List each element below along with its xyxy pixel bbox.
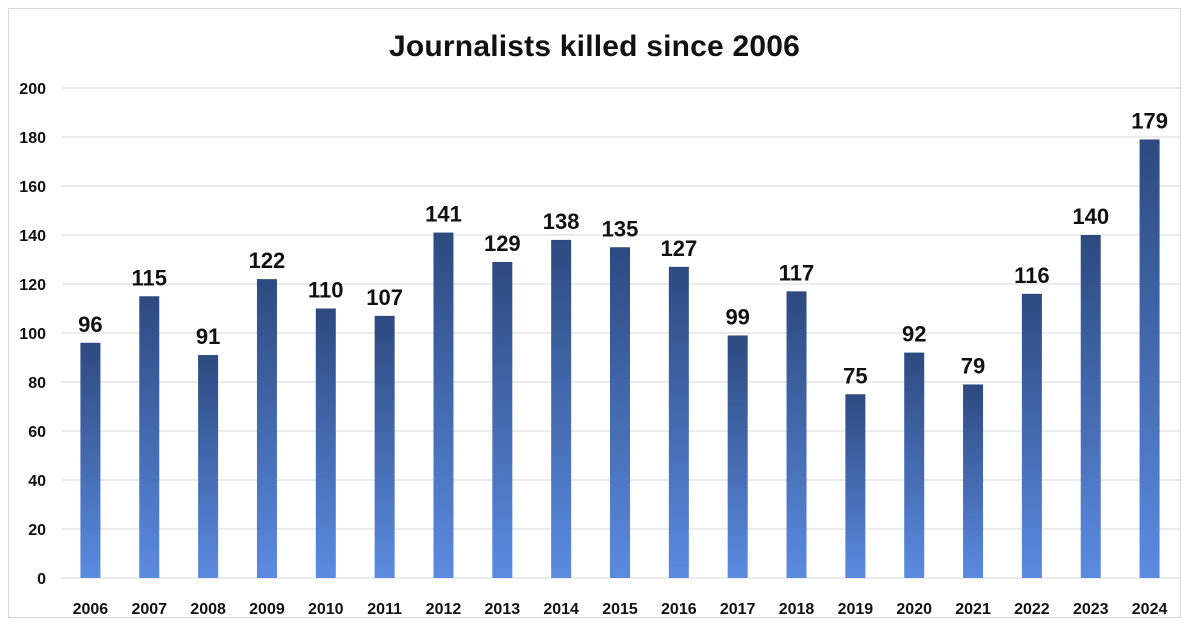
x-tick-label: 2017	[720, 601, 756, 618]
y-tick-label: 60	[28, 424, 46, 441]
x-tick-label: 2008	[190, 601, 226, 618]
bar	[1021, 293, 1042, 578]
y-tick-label: 20	[28, 522, 46, 539]
x-tick-label: 2011	[367, 601, 402, 618]
bar	[610, 247, 630, 578]
y-tick-label: 0	[37, 571, 46, 588]
bar	[374, 315, 395, 578]
y-tick-label: 140	[19, 228, 46, 245]
y-tick-label: 200	[19, 81, 46, 98]
data-label: 110	[308, 278, 344, 303]
x-axis-ticks: 2006 2007 2008 2009 2010 2011 2012 2013 2014 2015…	[73, 601, 1168, 618]
bar	[786, 291, 807, 578]
data-label: 96	[78, 312, 102, 337]
bars	[80, 139, 1160, 579]
bar	[845, 394, 866, 578]
y-axis-ticks: 0 20 40 60 80 100 120 140 160 180 200	[19, 81, 46, 588]
data-label: 122	[249, 248, 286, 273]
x-tick-label: 2009	[249, 601, 285, 618]
bar	[139, 296, 160, 578]
x-tick-label: 2018	[779, 601, 815, 618]
x-tick-label: 2022	[1014, 601, 1050, 618]
value-labels: 96 115 91 122 110 107 141 129 138 135 127 99 117 75 92…	[78, 108, 1168, 388]
data-label: 141	[425, 202, 462, 227]
x-tick-label: 2007	[131, 601, 167, 618]
bar	[492, 261, 513, 578]
bar	[668, 266, 689, 578]
y-tick-label: 180	[19, 130, 46, 147]
bar	[256, 279, 277, 578]
data-label: 179	[1131, 108, 1168, 133]
x-tick-label: 2010	[308, 601, 344, 618]
x-tick-label: 2012	[426, 601, 462, 618]
bar	[551, 239, 572, 578]
data-label: 75	[843, 363, 867, 388]
bar	[198, 355, 219, 578]
x-tick-label: 2019	[838, 601, 874, 618]
bar	[433, 232, 454, 579]
y-tick-label: 120	[19, 277, 46, 294]
data-label: 92	[902, 322, 926, 347]
data-label: 91	[196, 324, 220, 349]
data-label: 129	[484, 231, 521, 256]
x-tick-label: 2013	[485, 601, 521, 618]
bar	[1080, 235, 1101, 578]
bar	[727, 335, 748, 578]
bar	[904, 352, 925, 578]
y-tick-label: 80	[28, 375, 46, 392]
data-label: 116	[1014, 263, 1050, 288]
x-tick-label: 2021	[955, 601, 991, 618]
y-tick-label: 100	[19, 326, 46, 343]
y-tick-label: 40	[28, 473, 46, 490]
bar	[963, 384, 984, 578]
x-tick-label: 2024	[1132, 601, 1168, 618]
data-label: 79	[961, 353, 985, 378]
bar	[1139, 139, 1160, 578]
x-tick-label: 2016	[661, 601, 697, 618]
data-label: 138	[543, 209, 580, 234]
data-label: 115	[132, 265, 168, 290]
x-tick-label: 2015	[602, 601, 638, 618]
y-tick-label: 160	[19, 179, 46, 196]
bar	[315, 308, 336, 578]
data-label: 140	[1072, 204, 1109, 229]
data-label: 107	[366, 285, 403, 310]
x-tick-label: 2014	[543, 601, 579, 618]
data-label: 99	[725, 304, 749, 329]
x-tick-label: 2020	[896, 601, 932, 618]
data-label: 127	[660, 236, 697, 261]
bar	[80, 342, 101, 578]
data-label: 135	[602, 216, 639, 241]
x-tick-label: 2006	[73, 601, 109, 618]
x-tick-label: 2023	[1073, 601, 1109, 618]
chart-title: Journalists killed since 2006	[388, 30, 800, 63]
data-label: 117	[779, 260, 815, 285]
